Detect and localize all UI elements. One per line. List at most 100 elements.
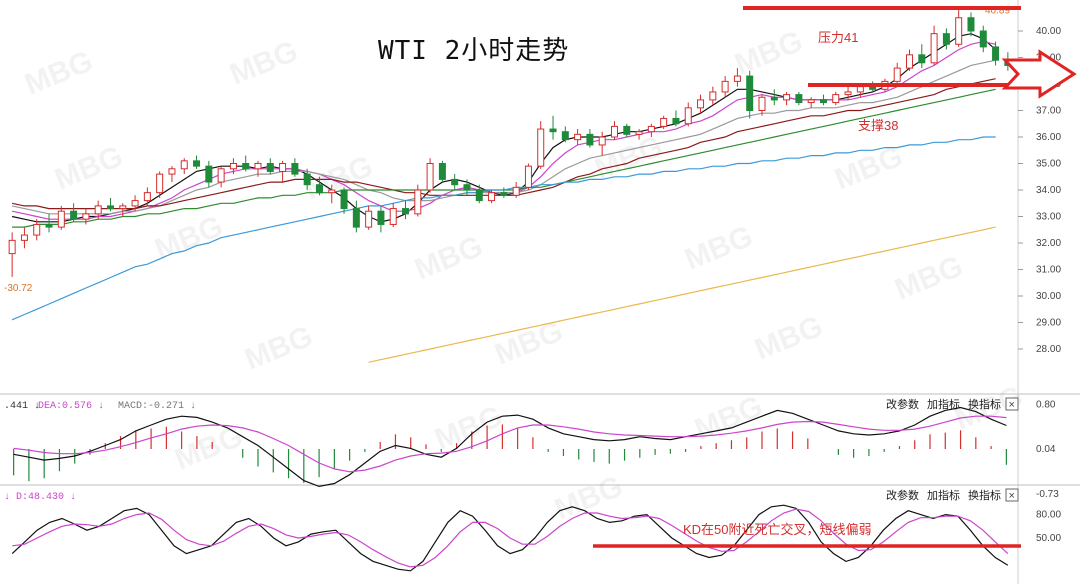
- kd-switch-indicator-button[interactable]: 换指标: [968, 488, 1001, 502]
- kd-add-indicator-button[interactable]: 加指标: [927, 488, 960, 502]
- candle-body: [242, 163, 250, 170]
- support-label: 支撑38: [858, 118, 898, 133]
- macd-axis-tick-label: 0.80: [1036, 400, 1056, 411]
- candle-body: [180, 160, 188, 170]
- candle-body: [623, 125, 631, 135]
- price-axis-tick-label: 29.00: [1036, 318, 1061, 329]
- candle-body: [70, 210, 78, 220]
- price-axis-tick-label: 35.00: [1036, 159, 1061, 170]
- candle-body: [193, 160, 201, 167]
- candle-body: [402, 208, 410, 215]
- watermark-logo: MBG: [240, 320, 317, 377]
- candle-body: [254, 163, 262, 170]
- price-axis-tick-label: 36.00: [1036, 132, 1061, 143]
- macd-value-readout: MACD:-0.271 ↓: [118, 401, 196, 412]
- kd-axis-tick-label: 80.00: [1036, 510, 1061, 521]
- candle-body: [488, 192, 496, 202]
- candle-body: [856, 86, 864, 93]
- candle-body: [291, 163, 299, 175]
- candle-body: [746, 75, 754, 112]
- candle-body: [365, 210, 373, 228]
- price-axis-tick-label: 33.00: [1036, 212, 1061, 223]
- resistance-label: 压力41: [818, 30, 858, 45]
- candle-body: [328, 189, 336, 194]
- candle-body: [266, 163, 274, 172]
- candle-body: [524, 165, 532, 188]
- candle-body: [512, 186, 520, 196]
- candle-body: [377, 210, 385, 225]
- candle-body: [143, 192, 151, 202]
- candle-body: [660, 117, 668, 127]
- candle-body: [647, 125, 655, 133]
- macd-close-glyph: ×: [1009, 399, 1015, 411]
- candle-body: [795, 94, 803, 104]
- candle-body: [955, 17, 963, 45]
- candle-body: [697, 99, 705, 109]
- candle-body: [57, 210, 65, 228]
- macd-axis-tick-label: 0.04: [1036, 444, 1056, 455]
- moving-average-line: [368, 226, 996, 363]
- macd-dif-line: [13, 406, 1007, 488]
- macd-switch-indicator-button[interactable]: 换指标: [968, 397, 1001, 411]
- macd-diff-readout: .441 ↓: [4, 401, 40, 412]
- candle-body: [156, 173, 164, 194]
- candle-body: [733, 75, 741, 82]
- candle-body: [709, 91, 717, 101]
- candle-body: [217, 168, 225, 183]
- macd-dea-line: [13, 415, 1007, 473]
- price-axis-tick-label: 31.00: [1036, 265, 1061, 276]
- candle-body: [942, 33, 950, 45]
- candle-body: [131, 200, 139, 207]
- candle-body: [574, 133, 582, 141]
- candle-body: [315, 184, 323, 194]
- candle-body: [610, 125, 618, 138]
- candle-body: [586, 133, 594, 146]
- candle-body: [893, 67, 901, 82]
- watermark-logo: MBG: [680, 220, 757, 277]
- macd-dea-readout: DEA:0.576 ↓: [38, 401, 104, 412]
- macd-params-button[interactable]: 改参数: [886, 397, 919, 411]
- low-price-label: -30.72: [4, 283, 33, 294]
- candle-body: [672, 117, 680, 125]
- candle-body: [992, 46, 1000, 61]
- price-axis-tick-label: 34.00: [1036, 185, 1061, 196]
- candle-body: [844, 91, 852, 96]
- kd-k-line: [11, 504, 1009, 572]
- candle-body: [119, 205, 127, 210]
- candle-body: [500, 192, 508, 196]
- candle-body: [33, 223, 41, 236]
- candle-body: [635, 131, 643, 135]
- price-axis-tick-label: 30.00: [1036, 291, 1061, 302]
- candle-body: [475, 189, 483, 202]
- kd-params-button[interactable]: 改参数: [886, 488, 919, 502]
- macd-add-indicator-button[interactable]: 加指标: [927, 397, 960, 411]
- watermark-logo: MBG: [20, 45, 97, 102]
- candle-body: [106, 205, 114, 210]
- watermark-logo: MBG: [410, 230, 487, 287]
- candle-body: [721, 80, 729, 93]
- candle-body: [979, 30, 987, 48]
- candle-body: [451, 178, 459, 186]
- candle-body: [352, 208, 360, 228]
- watermark-logo: MBG: [490, 315, 567, 372]
- candle-body: [770, 96, 778, 101]
- kd-close-icon[interactable]: [1005, 488, 1019, 502]
- candle-body: [438, 163, 446, 180]
- candle-body: [561, 131, 569, 141]
- macd-close-icon[interactable]: [1005, 397, 1019, 411]
- candle-body: [758, 96, 766, 111]
- watermark-logo: MBG: [750, 310, 827, 367]
- candle-body: [537, 128, 545, 167]
- kd-annotation-label: KD在50附近死亡交叉，短线偏弱: [683, 522, 872, 537]
- candle-body: [869, 86, 877, 90]
- candle-body: [783, 94, 791, 101]
- candle-body: [205, 165, 213, 183]
- candle-body: [389, 208, 397, 225]
- candle-body: [918, 54, 926, 64]
- watermark-logo: MBG: [225, 35, 302, 92]
- candle-body: [832, 94, 840, 104]
- candle-body: [967, 17, 975, 32]
- candle-body: [807, 99, 815, 104]
- candle-body: [279, 163, 287, 172]
